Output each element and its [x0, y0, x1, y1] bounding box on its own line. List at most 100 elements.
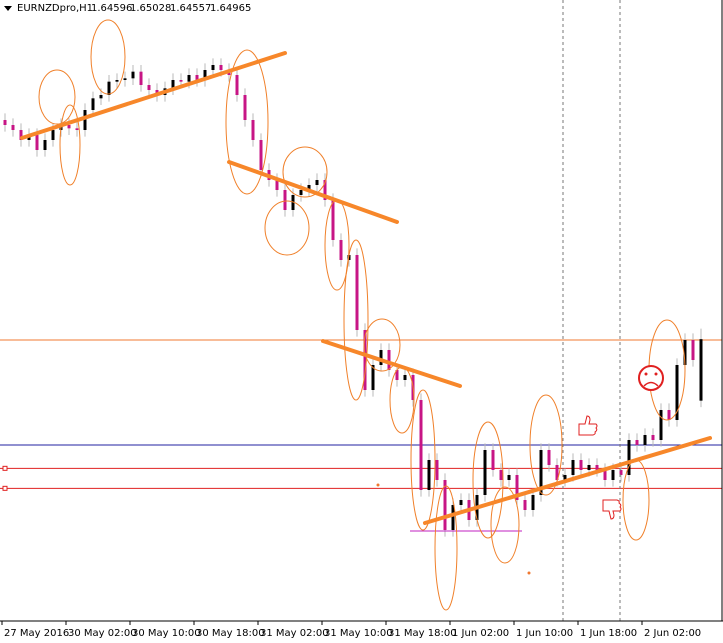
ellipse: [363, 318, 401, 372]
candle-body: [403, 375, 407, 380]
candle-body: [123, 78, 127, 80]
candle-body: [235, 75, 239, 95]
candle-body: [627, 440, 631, 475]
candle-body: [219, 65, 223, 70]
ellipse: [59, 104, 81, 186]
candle-body: [251, 120, 255, 140]
candle-body: [67, 125, 71, 129]
ellipse: [282, 146, 328, 198]
candle-body: [531, 495, 535, 510]
candle-body: [451, 505, 455, 530]
thumbs-down-icon: [602, 499, 622, 520]
candle-body: [395, 370, 399, 380]
candle-body: [363, 330, 367, 390]
header-icon: [4, 6, 12, 11]
candle-body: [11, 125, 15, 130]
symbol: EURNZDpro,H1: [17, 3, 93, 14]
candle-body: [107, 81, 111, 95]
x-tick-label: 27 May 2016: [4, 628, 69, 639]
candle-body: [619, 470, 623, 475]
header-high: 1.65028: [130, 3, 171, 14]
candle-body: [171, 80, 175, 89]
candle-body: [571, 460, 575, 475]
candle-body: [115, 80, 119, 82]
candle-body: [587, 465, 591, 470]
x-tick-label: 31 May 02:00: [260, 628, 329, 639]
candle-body: [3, 120, 7, 125]
ellipse: [410, 389, 436, 531]
candle-body: [131, 71, 135, 79]
candle-body: [539, 450, 543, 495]
candle-body: [147, 85, 151, 90]
annotations: [20, 0, 712, 621]
trend-line: [321, 339, 462, 388]
candle-body: [195, 75, 199, 80]
candle-body: [675, 365, 679, 420]
ellipse: [38, 69, 76, 125]
candle-body: [555, 465, 559, 480]
dot: [376, 483, 380, 487]
trend-line: [423, 436, 712, 525]
candle-body: [603, 470, 607, 480]
candle-body: [507, 475, 511, 480]
x-tick-label: 30 May 10:00: [132, 628, 201, 639]
candle-body: [203, 70, 207, 80]
x-tick-label: 2 Jun 02:00: [644, 628, 701, 639]
x-tick-label: 1 Jun 02:00: [452, 628, 509, 639]
candle-body: [75, 128, 79, 130]
x-tick-label: 1 Jun 18:00: [580, 628, 637, 639]
x-tick-label: 30 May 02:00: [68, 628, 137, 639]
x-tick-label: 31 May 18:00: [388, 628, 457, 639]
candle-body: [683, 340, 687, 365]
candle-body: [659, 410, 663, 440]
candle-body: [51, 130, 55, 140]
header-low: 1.64557: [170, 3, 211, 14]
candle-body: [443, 480, 447, 530]
candle-body: [315, 180, 319, 185]
candle-body: [563, 475, 567, 480]
candle-body: [419, 400, 423, 490]
candle-body: [499, 470, 503, 480]
candle-body: [243, 95, 247, 120]
candle-body: [595, 465, 599, 470]
candle-body: [547, 450, 551, 465]
candle-body: [691, 340, 695, 360]
candle-body: [435, 460, 439, 480]
ellipse: [264, 200, 310, 256]
candle-body: [83, 110, 87, 130]
candle-body: [371, 365, 375, 390]
candle-body: [275, 180, 279, 190]
candle-body: [651, 435, 655, 440]
candle-body: [35, 135, 39, 150]
candle-body: [331, 200, 335, 240]
candle-body: [91, 98, 95, 110]
candle-body: [307, 185, 311, 190]
trend-line: [20, 51, 287, 140]
candle-body: [515, 475, 519, 500]
candle-body: [139, 71, 143, 85]
candle-body: [483, 450, 487, 495]
level-handle: [2, 465, 8, 471]
ellipse: [472, 421, 504, 539]
thumbs-up-icon: [578, 415, 598, 436]
candle-body: [19, 130, 23, 140]
sad-face-icon: [638, 365, 664, 391]
candle-body: [667, 410, 671, 420]
header-close: 1.64965: [210, 3, 251, 14]
candle-body: [291, 195, 295, 210]
candle-body: [179, 80, 183, 82]
candle-body: [43, 140, 47, 150]
candle-body: [187, 75, 191, 82]
ellipse: [343, 239, 369, 401]
candle-body: [355, 255, 359, 330]
candle-body: [643, 435, 647, 445]
ellipse: [490, 486, 520, 564]
candle-body: [579, 460, 583, 470]
header-open: 1.64596: [91, 3, 132, 14]
level-handle: [2, 485, 8, 491]
candle-body: [427, 460, 431, 490]
candle-body: [635, 440, 639, 445]
